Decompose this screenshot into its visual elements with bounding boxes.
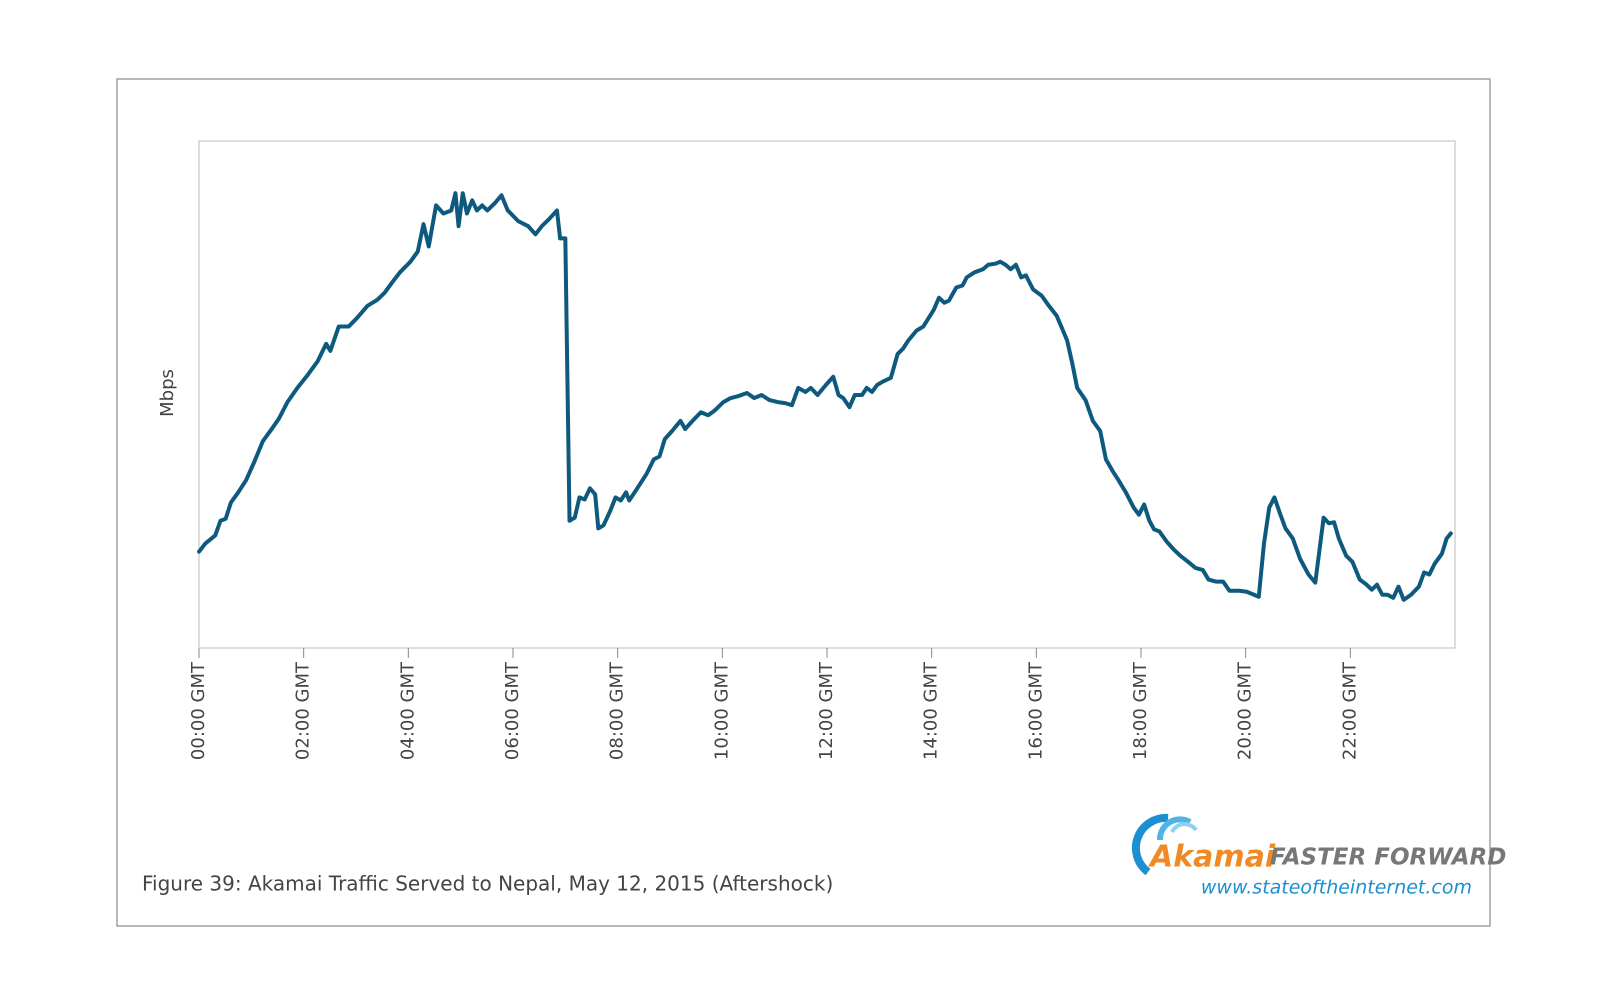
x-tick-label: 06:00 GMT	[502, 661, 523, 760]
x-tick-label: 12:00 GMT	[816, 661, 837, 760]
traffic-line	[197, 191, 1453, 602]
x-tick-label: 14:00 GMT	[921, 661, 942, 760]
x-tick-label: 18:00 GMT	[1130, 661, 1151, 760]
logo-url: www.stateoftheinternet.com	[1201, 877, 1472, 899]
x-tick-label: 00:00 GMT	[188, 661, 209, 760]
x-tick-label: 02:00 GMT	[293, 661, 314, 760]
plot-frame	[198, 140, 1456, 649]
x-tick-label: 04:00 GMT	[397, 661, 418, 760]
logo-swoosh	[1131, 813, 1169, 876]
x-tick-label: 10:00 GMT	[711, 661, 732, 760]
x-tick-label: 08:00 GMT	[607, 661, 628, 760]
x-tick-label: 22:00 GMT	[1339, 661, 1360, 760]
logo-name: Akamai	[1148, 840, 1276, 875]
x-tick-label: 20:00 GMT	[1235, 661, 1256, 760]
logo: Akamai FASTER FORWARD www.stateoftheinte…	[1131, 813, 1506, 899]
logo-swoosh	[1157, 816, 1192, 841]
x-tick-label: 16:00 GMT	[1025, 661, 1046, 760]
caption: Figure 39: Akamai Traffic Served to Nepa…	[142, 872, 833, 896]
y-axis-label: Mbps	[157, 369, 178, 417]
figure-frame	[116, 78, 1491, 927]
logo-tagline: FASTER FORWARD	[1270, 845, 1506, 871]
logo-swoosh	[1170, 822, 1198, 834]
